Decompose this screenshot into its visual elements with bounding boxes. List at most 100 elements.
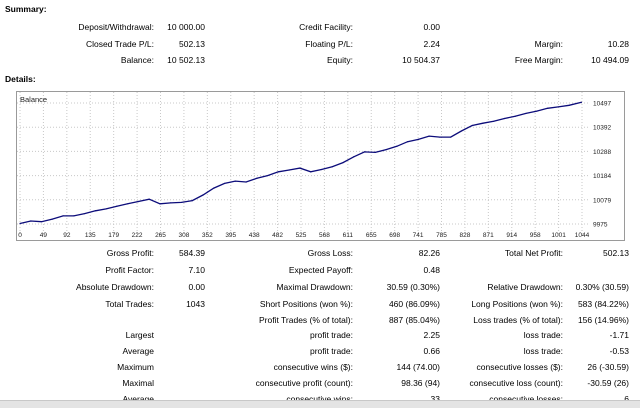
stat-label: loss trade: <box>523 330 563 340</box>
stat-label: consecutive losses: <box>489 394 563 404</box>
x-tick-label: 828 <box>459 232 470 239</box>
credit-label: Credit Facility: <box>299 22 353 32</box>
x-tick-label: 655 <box>366 232 377 239</box>
stat-label: Average <box>122 346 154 356</box>
balance-point <box>363 151 366 153</box>
stat-value: 0.30% (30.59) <box>575 282 629 292</box>
balance-point <box>320 168 323 171</box>
chart-legend: Balance <box>20 95 47 104</box>
stat-label: Largest <box>125 330 154 340</box>
x-tick-label: 482 <box>272 232 283 239</box>
stat-value: 502.13 <box>603 248 629 258</box>
balance-point <box>116 205 118 207</box>
stat-label: consecutive loss (count): <box>469 378 563 388</box>
balance-point <box>213 187 215 189</box>
balance-point <box>471 124 473 127</box>
margin-value: 10.28 <box>607 39 629 49</box>
stat-value: 0.48 <box>423 265 440 275</box>
x-tick-label: 871 <box>483 232 494 239</box>
stat-value: -1.71 <box>609 330 629 340</box>
stat-label: consecutive wins ($): <box>273 362 353 372</box>
balance-point <box>62 215 64 217</box>
x-tick-label: 958 <box>530 232 541 239</box>
x-tick-label: 914 <box>506 232 517 239</box>
balance-point <box>503 117 506 120</box>
y-tick-label: 10079 <box>593 197 611 204</box>
x-tick-label: 222 <box>132 232 143 239</box>
balance-point <box>94 210 96 212</box>
balance-point <box>460 130 463 132</box>
balance-point <box>557 106 559 108</box>
balance-point <box>514 115 516 117</box>
x-tick-label: 135 <box>85 232 96 239</box>
balance-point <box>299 167 301 169</box>
balance-point <box>40 221 43 223</box>
closed-pl-label: Closed Trade P/L: <box>85 39 154 49</box>
stat-value: 82.26 <box>418 248 440 258</box>
credit-value: 0.00 <box>423 22 440 32</box>
balance-point <box>439 136 441 138</box>
stat-label: Short Positions (won %): <box>259 299 353 309</box>
floating-pl-label: Floating P/L: <box>305 39 353 49</box>
balance-point <box>331 166 333 168</box>
stat-label: Maximum <box>117 362 154 372</box>
balance-point <box>19 222 21 225</box>
x-tick-label: 265 <box>155 232 166 239</box>
x-tick-label: 395 <box>225 232 236 239</box>
balance-point <box>525 112 527 115</box>
stat-label: Average <box>122 394 154 404</box>
equity-label: Equity: <box>327 55 353 65</box>
stat-label: Gross Profit: <box>106 248 154 258</box>
stat-value: 144 (74.00) <box>396 362 440 372</box>
balance-point <box>170 202 172 204</box>
x-tick-label: 308 <box>178 232 189 239</box>
stat-value: 30.59 (0.30%) <box>386 282 440 292</box>
stat-label: Relative Drawdown: <box>487 282 563 292</box>
balance-point <box>245 181 247 183</box>
x-tick-label: 525 <box>296 232 307 239</box>
balance-point <box>428 135 430 137</box>
balance-point <box>385 148 387 151</box>
margin-label: Margin: <box>534 39 563 49</box>
balance-point <box>536 110 538 112</box>
balance-point <box>159 203 161 205</box>
balance-point <box>353 156 355 158</box>
balance-point <box>396 145 398 147</box>
balance-point <box>148 198 150 200</box>
x-tick-label: 698 <box>389 232 400 239</box>
balance-point <box>546 107 549 109</box>
x-tick-label: 568 <box>319 232 330 239</box>
balance-point <box>30 220 32 222</box>
balance-point <box>267 174 269 177</box>
stat-value: 460 (86.09%) <box>388 299 440 309</box>
stat-label: Total Trades: <box>105 299 154 309</box>
y-tick-label: 9975 <box>593 222 608 229</box>
stat-value: 7.10 <box>188 265 205 275</box>
stat-label: Profit Factor: <box>105 265 154 275</box>
balance-point <box>105 208 107 210</box>
balance-value: 10 502.13 <box>167 55 205 65</box>
balance-point <box>191 199 193 202</box>
balance-point <box>310 171 312 173</box>
balance-point <box>234 180 236 182</box>
floating-pl-value: 2.24 <box>423 39 440 49</box>
stat-label: profit trade: <box>310 346 353 356</box>
x-tick-label: 92 <box>63 232 71 239</box>
free-margin-value: 10 494.09 <box>591 55 629 65</box>
deposit-label: Deposit/Withdrawal: <box>78 22 154 32</box>
balance-point <box>580 101 583 103</box>
details-title: Details: <box>5 74 36 84</box>
balance-point <box>288 169 290 171</box>
balance-chart: 0 49 92 135 179 222 265 308 352 395 438 482 525 568 61… <box>16 91 625 241</box>
stat-value: 584.39 <box>179 248 205 258</box>
free-margin-label: Free Margin: <box>514 55 563 65</box>
stat-value: 156 (14.96%) <box>577 315 629 325</box>
stat-value: 33 <box>430 394 440 404</box>
stat-value: -30.59 (26) <box>587 378 629 388</box>
balance-point <box>223 182 226 185</box>
stat-value: 887 (85.04%) <box>388 315 440 325</box>
stat-label: Loss trades (% of total): <box>473 315 563 325</box>
stat-label: Maximal Drawdown: <box>276 282 353 292</box>
x-tick-label: 352 <box>202 232 213 239</box>
x-tick-label: 1001 <box>551 232 566 239</box>
